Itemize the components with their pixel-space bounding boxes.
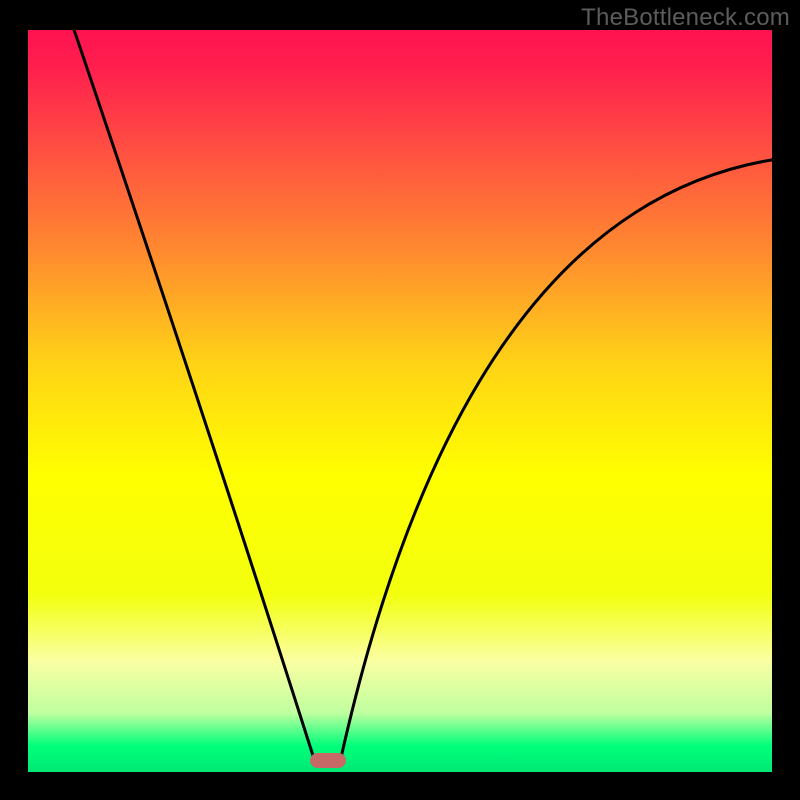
v-curve: [28, 30, 772, 772]
plot-area: [28, 30, 772, 772]
frame-border-right: [772, 0, 800, 800]
frame-border-bottom: [0, 772, 800, 800]
frame-border-left: [0, 0, 28, 800]
watermark-text: TheBottleneck.com: [581, 4, 790, 32]
optimum-marker: [310, 753, 346, 768]
chart-frame: TheBottleneck.com: [0, 0, 800, 800]
